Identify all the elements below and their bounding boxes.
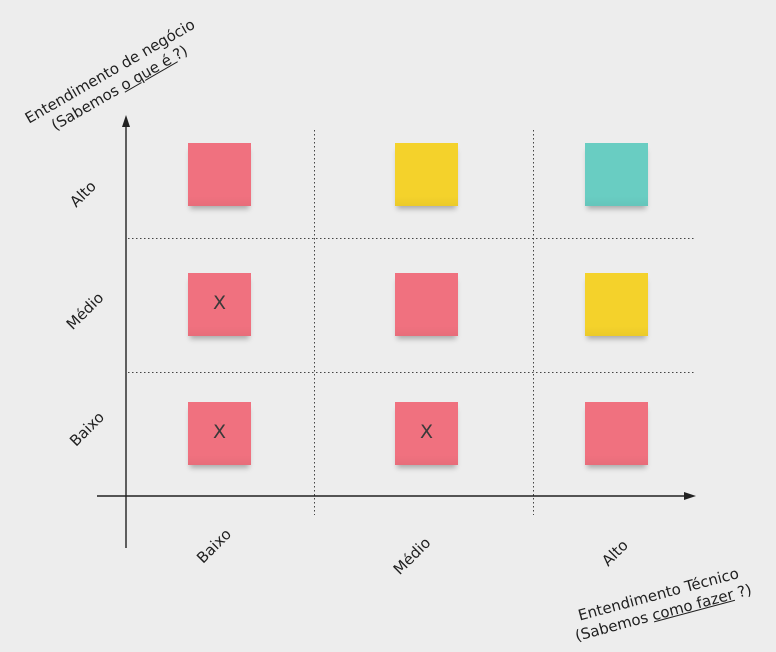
sticky-note-alto-medio[interactable] [395,143,458,206]
sticky-note-medio-baixo[interactable]: X [188,273,251,336]
sticky-note-shading [395,326,458,336]
sticky-note-medio-medio[interactable] [395,273,458,336]
sticky-note-medio-alto[interactable] [585,273,648,336]
sticky-note-shading [395,196,458,206]
sticky-note-shading [395,455,458,465]
sticky-note-mark: X [419,420,434,443]
sticky-note-baixo-baixo[interactable]: X [188,402,251,465]
sticky-note-baixo-medio[interactable]: X [395,402,458,465]
sticky-note-shading [585,455,648,465]
sticky-note-shading [585,326,648,336]
sticky-note-mark: X [212,291,227,314]
sticky-note-shading [585,196,648,206]
sticky-note-shading [188,196,251,206]
sticky-note-mark: X [212,420,227,443]
x-axis-arrow-icon [684,492,696,500]
sticky-note-alto-baixo[interactable] [188,143,251,206]
y-axis-arrow-icon [122,115,130,127]
sticky-note-baixo-alto[interactable] [585,402,648,465]
sticky-note-shading [188,455,251,465]
sticky-note-shading [188,326,251,336]
sticky-note-alto-alto[interactable] [585,143,648,206]
